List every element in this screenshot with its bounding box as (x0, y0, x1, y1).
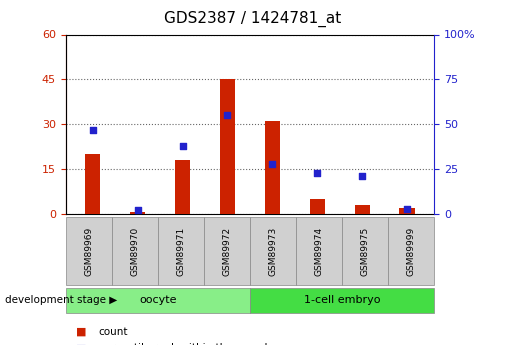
Point (403, 206, 412, 211)
Text: 1-cell embryo: 1-cell embryo (304, 296, 380, 305)
Point (269, 161, 277, 166)
Point (133, 208, 141, 213)
Text: ■: ■ (76, 344, 86, 345)
Point (223, 112, 231, 118)
Text: GSM89970: GSM89970 (130, 226, 139, 276)
Bar (175, 160, 190, 214)
Bar (355, 205, 370, 214)
Text: count: count (98, 327, 128, 337)
Bar (399, 208, 415, 214)
Text: GSM89975: GSM89975 (361, 226, 370, 276)
Text: development stage ▶: development stage ▶ (5, 296, 117, 305)
Text: percentile rank within the sample: percentile rank within the sample (98, 344, 274, 345)
Bar (130, 213, 145, 214)
Point (88, 127, 96, 132)
Point (314, 170, 322, 175)
Text: GSM89969: GSM89969 (84, 226, 93, 276)
Bar (85, 154, 100, 214)
Text: GSM89972: GSM89972 (222, 226, 231, 276)
Point (359, 174, 367, 179)
Text: ■: ■ (76, 327, 86, 337)
Text: GSM89971: GSM89971 (176, 226, 185, 276)
Point (178, 143, 186, 148)
Bar (310, 199, 325, 214)
Bar (220, 79, 235, 214)
Text: GDS2387 / 1424781_at: GDS2387 / 1424781_at (164, 10, 341, 27)
Text: GSM89974: GSM89974 (315, 226, 324, 276)
Text: oocyte: oocyte (139, 296, 177, 305)
Text: GSM89999: GSM89999 (407, 226, 416, 276)
Bar (265, 121, 280, 214)
Text: GSM89973: GSM89973 (269, 226, 278, 276)
